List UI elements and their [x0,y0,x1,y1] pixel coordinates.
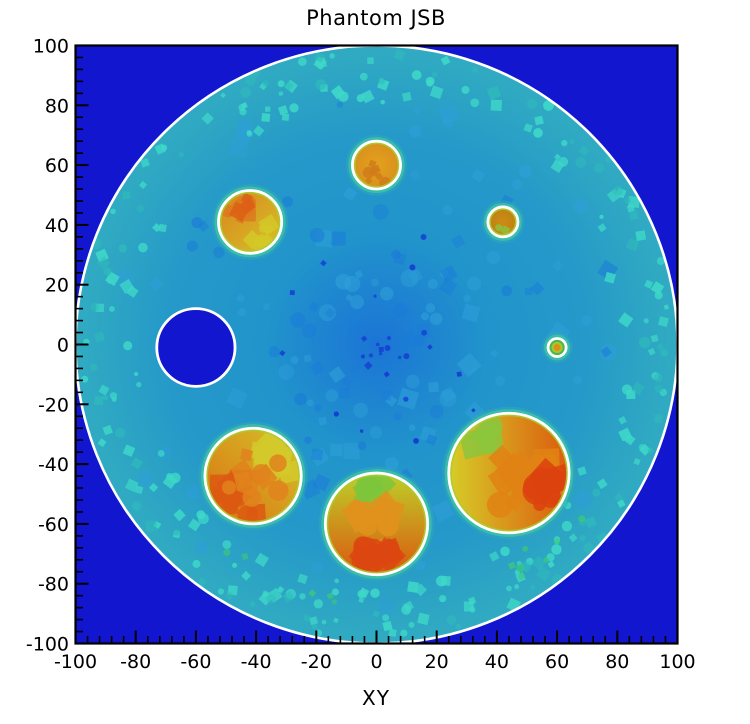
x-tick-label: 0 [370,651,382,673]
y-tick-label: -100 [26,634,69,656]
insert-hot-bottom [318,466,435,582]
plot-frame [74,44,679,645]
x-axis-tick-labels: -100 -80 -60 -40 -20 0 20 40 60 80 100 [54,651,696,673]
x-tick-label: 40 [485,651,509,673]
x-tick-label: -20 [301,651,332,673]
y-tick-label: -20 [38,394,69,416]
x-tick-label: 20 [425,651,449,673]
insert-outline [447,411,571,535]
insert-outline [351,139,402,191]
insert-hot-top [345,134,408,196]
x-tick-label: 80 [605,651,629,673]
insert-outline [546,337,568,358]
y-axis-tick-labels: -100 -80 -60 -40 -20 0 20 40 60 80 100 [26,36,69,656]
chart-title: Phantom JSB [306,6,446,30]
insert-hot-upper-left [211,184,289,260]
x-tick-label: -80 [120,651,151,673]
insert-hot-lower-left [198,421,308,531]
y-tick-label: 80 [45,95,69,117]
insert-outline [323,471,430,577]
y-tick-label: -60 [38,514,69,536]
y-tick-label: 20 [45,275,69,297]
x-tick-label: -60 [180,651,211,673]
y-tick-label: 100 [33,36,69,58]
axis-ticks [74,44,679,645]
insert-hot-lower-right [442,406,576,540]
x-tick-label: -40 [241,651,272,673]
x-axis-label: XY [362,686,390,710]
insert-hot-upper-right [481,200,525,244]
insert-outline [217,189,284,255]
plot-area [75,45,678,644]
insert-cold-left [155,307,237,388]
y-tick-label: 0 [57,335,69,357]
insert-outline [155,307,237,388]
x-tick-label: 60 [545,651,569,673]
insert-hot-right-tiny [541,332,573,363]
x-tick-label: -100 [54,651,97,673]
y-tick-label: 60 [45,155,69,177]
insert-outline [203,426,303,526]
y-tick-label: 40 [45,215,69,237]
insert-outline [486,205,520,239]
y-tick-label: -80 [38,574,69,596]
y-tick-label: -40 [38,454,69,476]
x-tick-label: 100 [659,651,695,673]
